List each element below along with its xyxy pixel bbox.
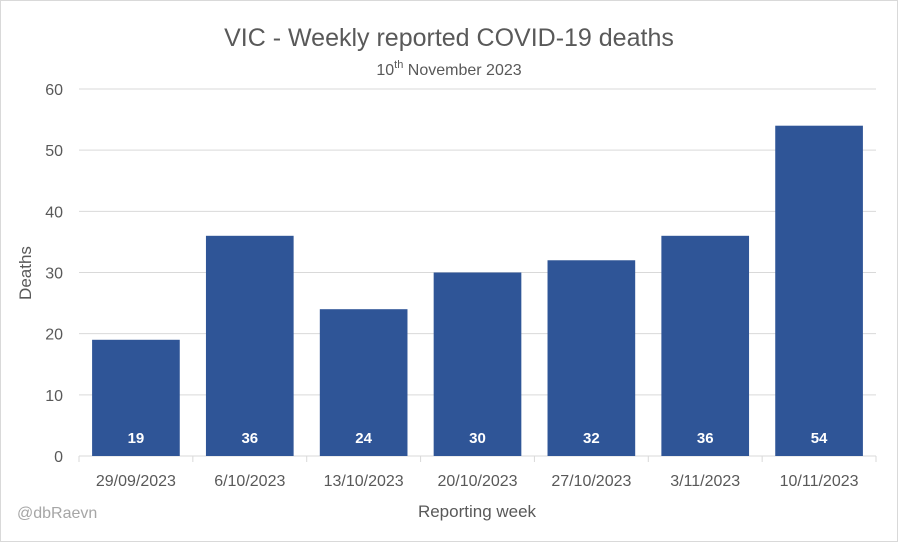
y-tick-label: 20	[45, 327, 63, 344]
bar	[92, 339, 180, 456]
bar-value-label: 30	[469, 430, 486, 447]
y-tick-label: 30	[45, 266, 63, 283]
bar	[775, 125, 863, 456]
y-tick-label: 60	[45, 82, 63, 99]
chart-title: VIC - Weekly reported COVID-19 deaths	[224, 24, 674, 52]
x-tick-label: 29/09/2023	[96, 473, 176, 490]
bar-value-label: 36	[241, 430, 258, 447]
y-tick-label: 50	[45, 143, 63, 160]
x-tick-label: 13/10/2023	[324, 473, 404, 490]
y-tick-label: 40	[45, 204, 63, 221]
bar-value-label: 32	[583, 430, 600, 447]
y-axis-ticks: 0 10 20 30 40 50 60	[45, 82, 63, 466]
x-tick-label: 6/10/2023	[214, 473, 285, 490]
bar-value-label: 54	[811, 430, 828, 447]
bar	[547, 260, 636, 456]
y-tick-label: 0	[54, 449, 63, 466]
x-axis-title: Reporting week	[418, 502, 537, 521]
x-tick-label: 20/10/2023	[437, 473, 517, 490]
bar-value-label: 36	[697, 430, 714, 447]
x-tick-label: 10/11/2023	[780, 473, 859, 490]
bar	[205, 235, 294, 456]
bar	[319, 309, 408, 456]
subtitle-rest: November 2023	[403, 62, 521, 79]
chart-subtitle: 10th November 2023	[376, 59, 521, 79]
bar	[661, 235, 750, 456]
x-tick-label: 27/10/2023	[551, 473, 631, 490]
y-axis-title: Deaths	[16, 246, 35, 300]
bars: 19 36 24 30 32 36 54	[92, 125, 863, 456]
x-tick-label: 3/11/2023	[670, 473, 740, 490]
subtitle-day: 10	[376, 62, 394, 79]
watermark: @dbRaevn	[17, 505, 97, 522]
subtitle-suffix: th	[394, 59, 403, 71]
bar-value-label: 24	[355, 430, 372, 447]
bar	[433, 272, 522, 456]
bar-value-label: 19	[128, 430, 145, 447]
y-tick-label: 10	[45, 388, 63, 405]
x-axis-ticks: 29/09/2023 6/10/2023 13/10/2023 20/10/2023 2…	[78, 456, 877, 490]
